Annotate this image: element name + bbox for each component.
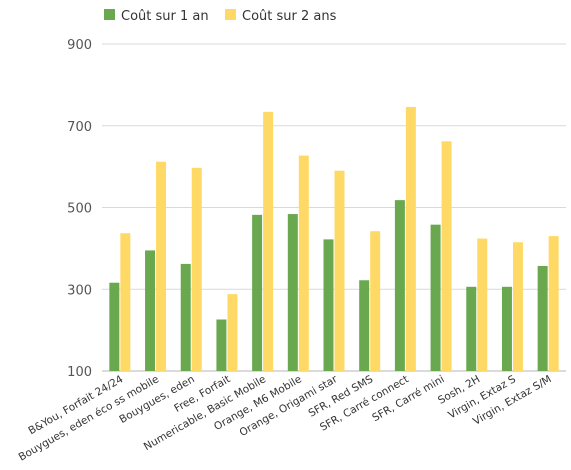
- bar-1y: [537, 265, 548, 371]
- bar-2y: [512, 242, 523, 371]
- gridlines: [102, 43, 566, 372]
- bar-2y: [548, 236, 559, 371]
- bar-2y: [405, 106, 416, 371]
- y-tick-label: 900: [67, 38, 92, 53]
- bar-2y: [477, 238, 488, 371]
- bar-2y: [334, 170, 345, 371]
- bar-1y: [287, 214, 298, 371]
- y-axis-ticks: 900 700 500 300 100: [67, 38, 92, 380]
- bar-1y: [359, 280, 370, 371]
- x-category-label: Bouygues, eden éco ss mobile: [17, 373, 161, 463]
- legend-label-1y: Coût sur 1 an: [121, 9, 209, 24]
- y-tick-label: 100: [67, 365, 92, 380]
- bar-2y: [298, 155, 309, 371]
- bar-1y: [430, 224, 441, 371]
- bar-2y: [441, 141, 452, 371]
- legend-label-2y: Coût sur 2 ans: [242, 9, 337, 24]
- bar-1y: [216, 319, 227, 371]
- bar-2y: [370, 231, 381, 371]
- bars: [109, 106, 559, 371]
- y-tick-label: 700: [67, 120, 92, 135]
- legend-swatch-2y: [225, 9, 236, 20]
- bar-2y: [191, 167, 202, 371]
- bar-2y: [120, 233, 131, 371]
- legend-swatch-1y: [104, 9, 115, 20]
- bar-2y: [227, 294, 238, 371]
- bar-1y: [145, 250, 156, 371]
- bar-2y: [263, 111, 274, 371]
- y-tick-label: 500: [67, 202, 92, 217]
- bar-1y: [252, 214, 263, 371]
- bar-2y: [156, 161, 167, 371]
- bar-1y: [466, 286, 477, 371]
- bar-1y: [394, 200, 405, 371]
- bar-1y: [501, 286, 512, 371]
- y-tick-label: 300: [67, 283, 92, 298]
- bar-1y: [109, 282, 120, 371]
- bar-1y: [323, 239, 334, 371]
- legend: Coût sur 1 an Coût sur 2 ans: [104, 9, 337, 24]
- bar-1y: [180, 263, 191, 371]
